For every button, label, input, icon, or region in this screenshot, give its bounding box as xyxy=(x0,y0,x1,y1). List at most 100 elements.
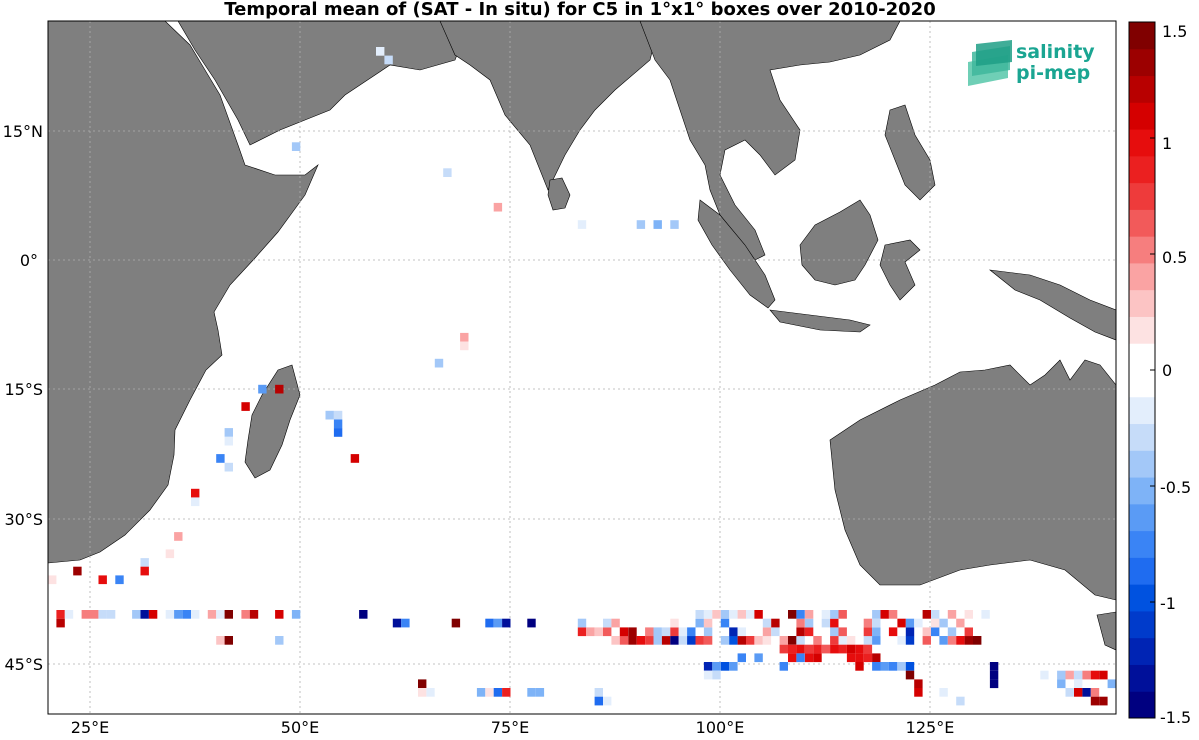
data-cell xyxy=(846,653,856,663)
data-cell xyxy=(838,636,847,645)
data-cell xyxy=(258,384,267,394)
colorbar-segment xyxy=(1129,530,1155,558)
data-cell xyxy=(931,618,940,628)
y-tick-label: 15°S xyxy=(4,380,43,399)
land-layer xyxy=(48,21,1116,651)
australia-land xyxy=(829,359,1116,601)
data-cell xyxy=(577,627,587,637)
data-cell xyxy=(762,618,772,628)
data-cell xyxy=(1090,688,1100,697)
data-cell xyxy=(796,653,805,663)
colorbar-tick-label: 1 xyxy=(1162,134,1172,153)
data-cell xyxy=(191,488,200,498)
data-cell xyxy=(703,627,713,637)
data-cell xyxy=(1090,696,1100,706)
data-cell xyxy=(619,627,629,637)
colorbar-segment xyxy=(1129,289,1155,317)
data-cell xyxy=(762,627,772,637)
data-cell xyxy=(914,679,923,689)
data-cell xyxy=(275,636,284,645)
data-cell xyxy=(947,627,957,637)
tasmania-land xyxy=(1096,611,1116,651)
data-cell xyxy=(224,610,233,619)
data-cell xyxy=(703,636,713,645)
data-cell xyxy=(594,688,603,697)
data-cell xyxy=(922,627,931,637)
colorbar-segment xyxy=(1129,396,1155,425)
data-cell xyxy=(291,610,301,619)
data-cell xyxy=(872,653,881,663)
data-cell xyxy=(695,618,704,628)
data-cell xyxy=(1074,688,1083,697)
colorbar-segment xyxy=(1129,236,1155,264)
data-cell xyxy=(863,636,873,645)
data-cell xyxy=(645,627,654,637)
data-cell xyxy=(939,618,948,628)
y-tick-label: 0° xyxy=(20,251,38,270)
data-cell xyxy=(872,662,881,671)
data-cell xyxy=(863,627,873,637)
x-tick-label: 100°E xyxy=(696,718,745,737)
africa-land xyxy=(48,21,319,564)
logo-line1: salinity xyxy=(1016,41,1095,63)
data-cell xyxy=(838,644,847,654)
data-cell xyxy=(275,610,284,619)
data-cell xyxy=(434,688,444,697)
colorbar-segment xyxy=(1129,450,1155,478)
data-cell xyxy=(577,220,587,229)
data-cell xyxy=(165,549,175,559)
colorbar-segment xyxy=(1129,637,1155,665)
data-cell xyxy=(720,610,730,619)
data-cell xyxy=(106,610,116,619)
data-cell xyxy=(989,670,999,680)
data-cell xyxy=(98,610,107,619)
data-cell xyxy=(586,627,595,637)
data-cell xyxy=(922,636,931,645)
data-cell xyxy=(1099,696,1108,706)
data-cell xyxy=(863,618,873,628)
data-cell xyxy=(619,636,629,645)
data-cell xyxy=(746,610,755,619)
data-cell xyxy=(418,679,427,689)
data-cell xyxy=(476,688,486,697)
colorbar-segment xyxy=(1129,182,1155,210)
colorbar-segment xyxy=(1129,102,1155,130)
data-cell xyxy=(485,688,494,697)
colorbar-segment xyxy=(1129,423,1155,451)
data-cell xyxy=(973,636,982,645)
data-cell xyxy=(905,636,915,645)
data-cell xyxy=(872,618,881,628)
data-cell xyxy=(392,618,402,628)
india-land xyxy=(439,21,661,191)
southeast-asia-land xyxy=(639,21,901,261)
data-cell xyxy=(737,653,746,663)
data-cell xyxy=(603,696,612,706)
data-cell xyxy=(443,168,452,177)
data-cell xyxy=(493,202,503,212)
data-cell xyxy=(333,428,343,437)
data-cell xyxy=(670,220,679,229)
data-cell xyxy=(846,636,856,645)
data-cell xyxy=(888,627,898,637)
colorbar-segment xyxy=(1129,503,1155,532)
data-cell xyxy=(636,220,646,229)
colorbar-segment xyxy=(1129,477,1155,505)
data-cell xyxy=(746,618,755,628)
data-cell xyxy=(493,618,503,628)
data-cell xyxy=(888,662,898,671)
data-cell xyxy=(796,644,805,654)
data-cell xyxy=(914,618,923,628)
data-cell xyxy=(115,575,124,585)
data-cell xyxy=(611,636,620,645)
data-cell xyxy=(266,610,275,619)
data-cell xyxy=(140,566,149,576)
logo-line2: pi-mep xyxy=(1016,62,1090,84)
salinity-pimep-logo: salinity pi-mep xyxy=(968,40,1095,86)
colorbar-segment xyxy=(1129,557,1155,585)
colorbar-tick-label: -1.5 xyxy=(1160,708,1191,727)
data-cell xyxy=(939,636,948,645)
new-guinea-land xyxy=(988,269,1116,341)
data-cell xyxy=(81,610,90,619)
data-cell xyxy=(64,610,74,619)
data-cell xyxy=(830,618,839,628)
